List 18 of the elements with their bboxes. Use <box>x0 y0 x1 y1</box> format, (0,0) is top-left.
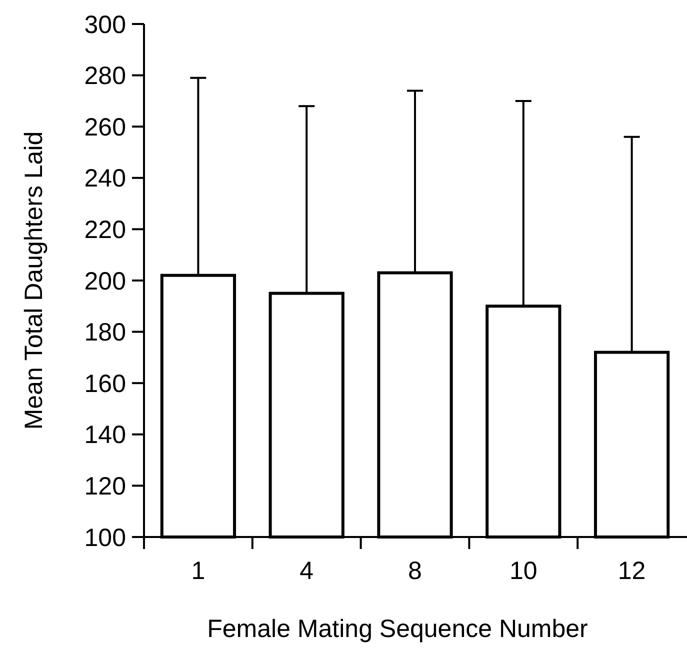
y-tick-label: 180 <box>84 318 126 347</box>
y-tick-label: 120 <box>84 472 126 500</box>
y-tick-label: 240 <box>84 164 126 193</box>
x-axis-title: Female Mating Sequence Number <box>207 615 588 643</box>
y-tick-label: 100 <box>84 524 126 552</box>
y-axis-title: Mean Total Daughters Laid <box>20 131 48 430</box>
y-tick-label: 300 <box>84 10 126 39</box>
y-tick-label: 200 <box>84 267 126 296</box>
x-tick-label: 12 <box>618 557 646 585</box>
y-tick-label: 160 <box>84 370 126 398</box>
y-tick-label: 140 <box>84 421 126 450</box>
x-tick-label: 4 <box>300 557 314 585</box>
y-tick-label: 260 <box>84 113 126 142</box>
y-tick-label: 220 <box>84 216 126 244</box>
x-tick-label: 10 <box>509 557 538 585</box>
y-tick-label: 280 <box>84 62 126 90</box>
x-tick-label: 1 <box>191 557 206 585</box>
x-tick-label: 8 <box>408 557 422 585</box>
